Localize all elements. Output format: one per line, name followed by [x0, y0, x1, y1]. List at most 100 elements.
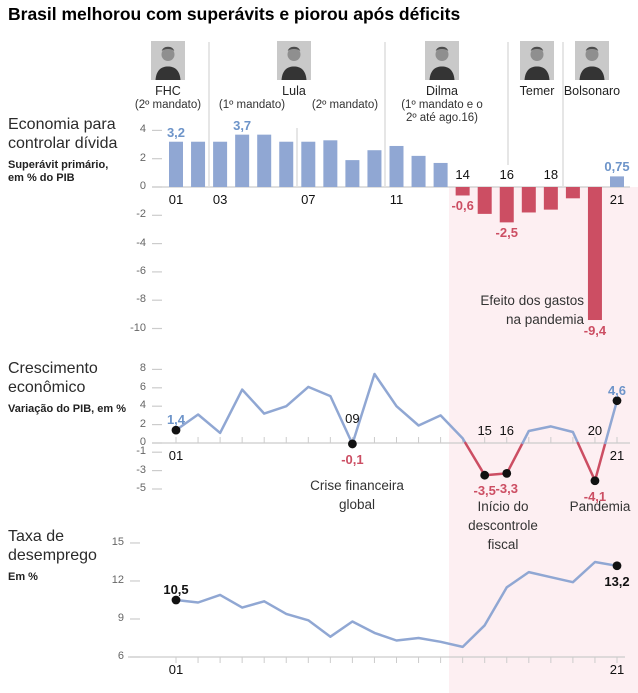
president-photo-temer — [520, 41, 554, 80]
president-term-label: (2º mandato) — [311, 99, 379, 111]
y-tick-label: -8 — [136, 293, 146, 306]
person-silhouette-icon — [575, 41, 609, 80]
x-year-label: 03 — [212, 192, 228, 207]
annotation: Pandemia — [490, 497, 638, 516]
x-year-label: 20 — [587, 423, 603, 438]
annotation-line: Efeito dos gastos — [480, 293, 584, 308]
bar-18 — [543, 187, 558, 210]
president-term-label: (2º mandato) — [134, 99, 202, 111]
data-line — [464, 441, 524, 477]
y-tick-label: 0 — [139, 436, 146, 448]
bar-17 — [521, 187, 536, 213]
bar-09 — [345, 160, 360, 187]
president-photo-bolsonaro — [575, 41, 609, 80]
president-term-label: (1º mandato e o — [401, 99, 483, 111]
bar-01 — [169, 141, 183, 187]
annotation: Início do descontrole fiscal — [393, 497, 613, 554]
annotation-line: Crise financeira — [310, 478, 404, 493]
x-year-label: 21 — [609, 192, 625, 207]
x-year-label: 01 — [168, 662, 184, 677]
bar-05 — [257, 134, 272, 187]
section-desemprego: Taxa de desemprego Em % — [8, 528, 118, 584]
bar-14 — [455, 187, 470, 196]
y-tick-label: 4 — [139, 399, 146, 412]
person-silhouette-icon — [151, 41, 185, 80]
president-term-label: (1º mandato) — [218, 99, 286, 111]
person-silhouette-icon — [425, 41, 459, 80]
annotation: Crise financeira global — [247, 476, 467, 514]
x-year-label: 21 — [609, 448, 625, 463]
y-tick-label: 8 — [139, 362, 146, 375]
value-label: 4,6 — [607, 382, 627, 398]
y-tick-label: 2 — [139, 151, 146, 164]
president-term-label: 2º até ago.16) — [406, 112, 478, 124]
data-line — [351, 372, 467, 445]
bar-12 — [411, 155, 426, 187]
data-dot-15 — [480, 470, 490, 480]
bar-06 — [279, 141, 294, 187]
annotation-line: Pandemia — [569, 499, 631, 514]
annotation-line: na pandemia — [505, 312, 584, 327]
bar-13 — [433, 162, 448, 187]
x-year-label: 16 — [499, 423, 514, 438]
y-tick-label: 15 — [111, 535, 124, 548]
data-dot-21 — [612, 561, 622, 571]
x-year-label: 15 — [477, 423, 492, 438]
data-dot-16 — [502, 468, 512, 478]
y-tick-label: -10 — [130, 321, 146, 334]
bar-20 — [587, 187, 602, 321]
bar-19 — [565, 187, 580, 199]
data-dot-20 — [590, 476, 600, 486]
y-tick-label: -2 — [136, 208, 146, 221]
y-tick-label: -1 — [136, 445, 146, 458]
value-label: -0,1 — [341, 451, 364, 467]
value-label: 13,2 — [604, 573, 630, 589]
x-year-label: 01 — [168, 448, 184, 463]
value-label: -0,6 — [451, 198, 474, 214]
president-photo-lula — [277, 41, 311, 80]
x-year-label: 21 — [609, 662, 625, 677]
section-title-desemprego: Taxa de desemprego — [8, 528, 97, 564]
y-tick-label: 4 — [139, 123, 146, 136]
annotation-line: Início do — [477, 499, 529, 514]
section-title-crescimento: Crescimento econômico — [8, 360, 98, 396]
y-tick-label: 6 — [117, 650, 124, 662]
y-tick-label: -4 — [136, 236, 146, 249]
president-name-dilma: Dilma — [426, 84, 458, 98]
president-photo-dilma — [425, 41, 459, 80]
value-label: 0,75 — [604, 159, 630, 175]
value-label: 3,2 — [166, 124, 186, 140]
president-name-temer: Temer — [519, 84, 555, 98]
bar-08 — [323, 140, 338, 187]
data-line — [174, 385, 354, 445]
y-tick-label: 9 — [117, 611, 124, 624]
data-dot-01 — [171, 425, 181, 435]
bar-03 — [213, 141, 228, 187]
person-silhouette-icon — [277, 41, 311, 80]
annotation-line: global — [338, 497, 376, 512]
president-name-fhc: FHC — [155, 84, 181, 98]
value-label: -4,1 — [583, 488, 607, 504]
section-subtitle-economia: Superávit primário, em % do PIB — [8, 159, 109, 184]
person-silhouette-icon — [520, 41, 554, 80]
president-photo-fhc — [151, 41, 185, 80]
value-label: -9,4 — [583, 323, 607, 338]
x-year-label: 11 — [389, 192, 404, 207]
x-year-label: 18 — [543, 167, 559, 182]
bar-11 — [389, 145, 404, 187]
president-name-lula: Lula — [282, 84, 306, 98]
section-subtitle-crescimento: Variação do PIB, em % — [8, 403, 126, 415]
annotation: Efeito dos gastos na pandemia — [364, 291, 584, 329]
bar-07 — [301, 141, 316, 187]
y-tick-label: 12 — [111, 573, 124, 586]
value-label: -3,5 — [473, 483, 496, 499]
section-economia: Economia para controlar dívida Superávit… — [8, 116, 148, 184]
x-year-label: 09 — [345, 411, 360, 426]
bar-21 — [610, 176, 624, 187]
bar-02 — [191, 141, 206, 187]
annotation-line: descontrole — [468, 518, 538, 533]
section-crescimento: Crescimento econômico Variação do PIB, e… — [8, 360, 178, 416]
value-label: 1,4 — [166, 412, 186, 428]
